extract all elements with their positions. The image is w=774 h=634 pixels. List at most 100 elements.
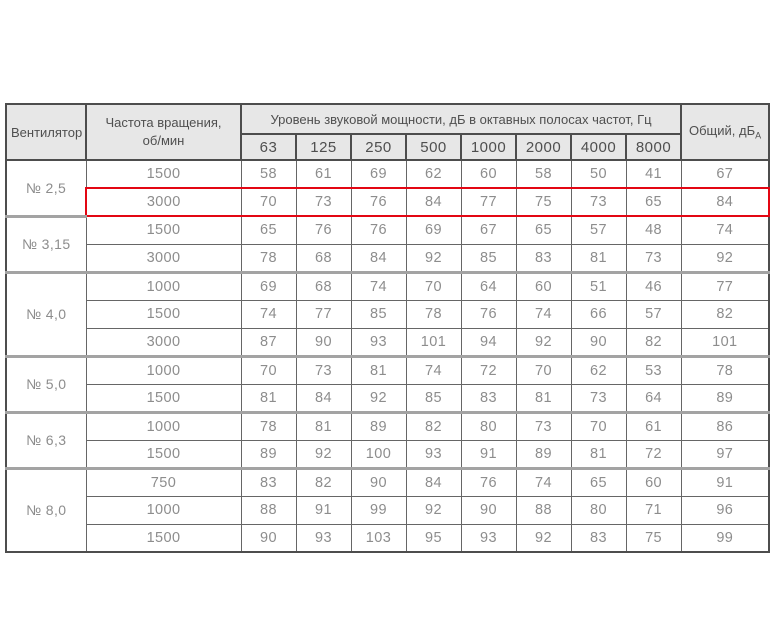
spl-value-cell: 57 xyxy=(570,215,627,245)
header-sound-power-level: Уровень звуковой мощности, дБ в октавных… xyxy=(239,103,683,135)
spl-value-cell: 65 xyxy=(240,215,297,245)
table-row: № 5,0 1000 70 73 81 74 72 70 62 53 78 xyxy=(5,354,770,413)
spl-value-cell: 85 xyxy=(405,383,462,413)
rpm-cell: 1500 xyxy=(85,159,242,189)
spl-value-cell: 92 xyxy=(405,495,462,525)
spl-value-cell: 89 xyxy=(350,410,407,441)
fan-label-cell: № 4,0 xyxy=(5,270,87,357)
spl-value-cell: 99 xyxy=(350,495,407,525)
spl-value-cell: 93 xyxy=(460,523,517,553)
spl-value-cell: 89 xyxy=(240,439,297,469)
spl-value-cell: 87 xyxy=(240,327,297,357)
header-freq-63: 63 xyxy=(240,133,297,161)
spl-value-cell: 66 xyxy=(570,299,627,329)
table-row: № 2,5 1500 58 61 69 62 60 58 50 41 67 xyxy=(5,159,770,217)
spl-value-cell: 93 xyxy=(350,327,407,357)
table-row: 1500 81 84 92 85 83 81 73 64 89 xyxy=(6,383,770,413)
spl-value-cell: 78 xyxy=(240,410,297,441)
spl-value-cell: 69 xyxy=(405,215,462,245)
table-row: 1500 90 93 103 95 93 92 83 75 99 xyxy=(6,523,770,553)
spl-value-cell: 84 xyxy=(405,466,462,497)
spl-value-cell: 83 xyxy=(570,523,627,553)
table-row: 1000 88 91 99 92 90 88 80 71 96 xyxy=(6,495,770,525)
spl-value-cell: 83 xyxy=(240,466,297,497)
spl-value-cell: 84 xyxy=(295,383,352,413)
spl-value-cell: 69 xyxy=(240,270,297,301)
total-value-cell: 101 xyxy=(680,327,770,357)
spl-value-cell: 70 xyxy=(570,410,627,441)
spl-value-cell: 78 xyxy=(405,299,462,329)
total-value-cell: 96 xyxy=(680,495,770,525)
header-total: Общий, дБА xyxy=(680,103,771,161)
spl-value-cell: 90 xyxy=(350,466,407,497)
spl-value-cell: 92 xyxy=(350,383,407,413)
spl-value-cell: 41 xyxy=(625,159,682,189)
spl-value-cell: 58 xyxy=(515,159,572,189)
total-value-cell: 84 xyxy=(680,187,771,217)
spl-value-cell: 81 xyxy=(570,439,627,469)
table-row: 3000 87 90 93 101 94 92 90 82 101 xyxy=(6,327,770,357)
spl-value-cell: 76 xyxy=(295,215,352,245)
spl-value-cell: 74 xyxy=(515,299,572,329)
spl-value-cell: 93 xyxy=(295,523,352,553)
header-row-2: 63 125 250 500 1000 2000 4000 8000 xyxy=(6,133,769,161)
spl-value-cell: 53 xyxy=(625,354,682,385)
spl-value-cell: 64 xyxy=(460,270,517,301)
table-row: № 3,15 1500 65 76 76 69 67 65 57 48 74 xyxy=(5,214,770,273)
spl-value-cell: 68 xyxy=(295,243,352,273)
spl-value-cell: 83 xyxy=(515,243,572,273)
rpm-cell: 1000 xyxy=(85,410,242,441)
spl-value-cell: 90 xyxy=(295,327,352,357)
spl-value-cell: 82 xyxy=(295,466,352,497)
spl-value-cell: 65 xyxy=(625,187,682,217)
rpm-cell: 1500 xyxy=(85,299,242,329)
spl-value-cell: 92 xyxy=(405,243,462,273)
spl-value-cell: 60 xyxy=(515,270,572,301)
header-rotation-speed: Частота вращения, об/мин xyxy=(85,103,242,161)
header-rotation-speed-line1: Частота вращения, xyxy=(105,115,222,131)
spl-value-cell: 90 xyxy=(460,495,517,525)
total-value-cell: 77 xyxy=(680,270,770,301)
rpm-cell: 750 xyxy=(85,466,242,497)
header-row-1: Вентилятор Частота вращения, об/мин Уров… xyxy=(5,103,771,161)
spl-value-cell: 81 xyxy=(350,354,407,385)
rpm-cell: 3000 xyxy=(85,327,242,357)
total-value-cell: 89 xyxy=(680,383,770,413)
total-value-cell: 67 xyxy=(680,159,770,189)
spl-value-cell: 70 xyxy=(240,354,297,385)
spl-value-cell: 81 xyxy=(295,410,352,441)
header-total-subscript: А xyxy=(755,130,762,141)
header-freq-8000: 8000 xyxy=(624,133,683,161)
spl-value-cell: 74 xyxy=(405,354,462,385)
rpm-cell: 1000 xyxy=(85,354,242,385)
rpm-cell: 1000 xyxy=(85,270,242,301)
total-value-cell: 82 xyxy=(680,299,770,329)
table-body: № 2,5 1500 58 61 69 62 60 58 50 41 67 3000 70 73 76 84 7… xyxy=(5,159,771,553)
spl-value-cell: 77 xyxy=(460,187,517,217)
spl-value-cell: 61 xyxy=(625,410,682,441)
spl-value-cell: 69 xyxy=(350,159,407,189)
spl-value-cell: 60 xyxy=(460,159,517,189)
spl-value-cell: 73 xyxy=(570,383,627,413)
spl-value-cell: 70 xyxy=(240,187,297,217)
spl-value-cell: 91 xyxy=(295,495,352,525)
fan-label-cell: № 3,15 xyxy=(5,214,87,273)
fan-label-cell: № 8,0 xyxy=(5,466,87,553)
spl-value-cell: 90 xyxy=(570,327,627,357)
table-row: 3000 70 73 76 84 77 75 73 65 84 xyxy=(6,187,771,217)
spl-value-cell: 82 xyxy=(405,410,462,441)
spl-value-cell: 76 xyxy=(460,299,517,329)
spl-value-cell: 101 xyxy=(405,327,462,357)
spl-value-cell: 50 xyxy=(570,159,627,189)
spl-value-cell: 72 xyxy=(460,354,517,385)
spl-value-cell: 77 xyxy=(295,299,352,329)
rpm-cell: 1500 xyxy=(85,523,242,553)
spl-value-cell: 88 xyxy=(515,495,572,525)
spl-value-cell: 73 xyxy=(625,243,682,273)
spl-value-cell: 83 xyxy=(460,383,517,413)
spl-value-cell: 91 xyxy=(460,439,517,469)
spl-value-cell: 92 xyxy=(515,523,572,553)
spl-value-cell: 57 xyxy=(625,299,682,329)
spl-value-cell: 82 xyxy=(625,327,682,357)
